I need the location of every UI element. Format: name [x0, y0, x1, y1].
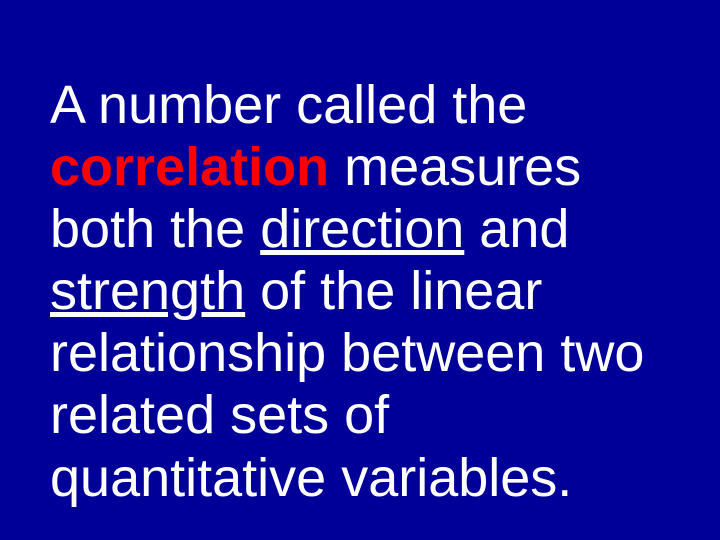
text-segment-correlation: correlation [50, 137, 329, 197]
text-segment-strength: strength [50, 261, 245, 321]
text-segment-5: and [464, 199, 569, 259]
slide-text: A number called the correlation measures… [50, 74, 670, 509]
text-segment-1: A number called the [50, 75, 527, 135]
slide: A number called the correlation measures… [0, 0, 720, 540]
text-segment-direction: direction [260, 199, 464, 259]
